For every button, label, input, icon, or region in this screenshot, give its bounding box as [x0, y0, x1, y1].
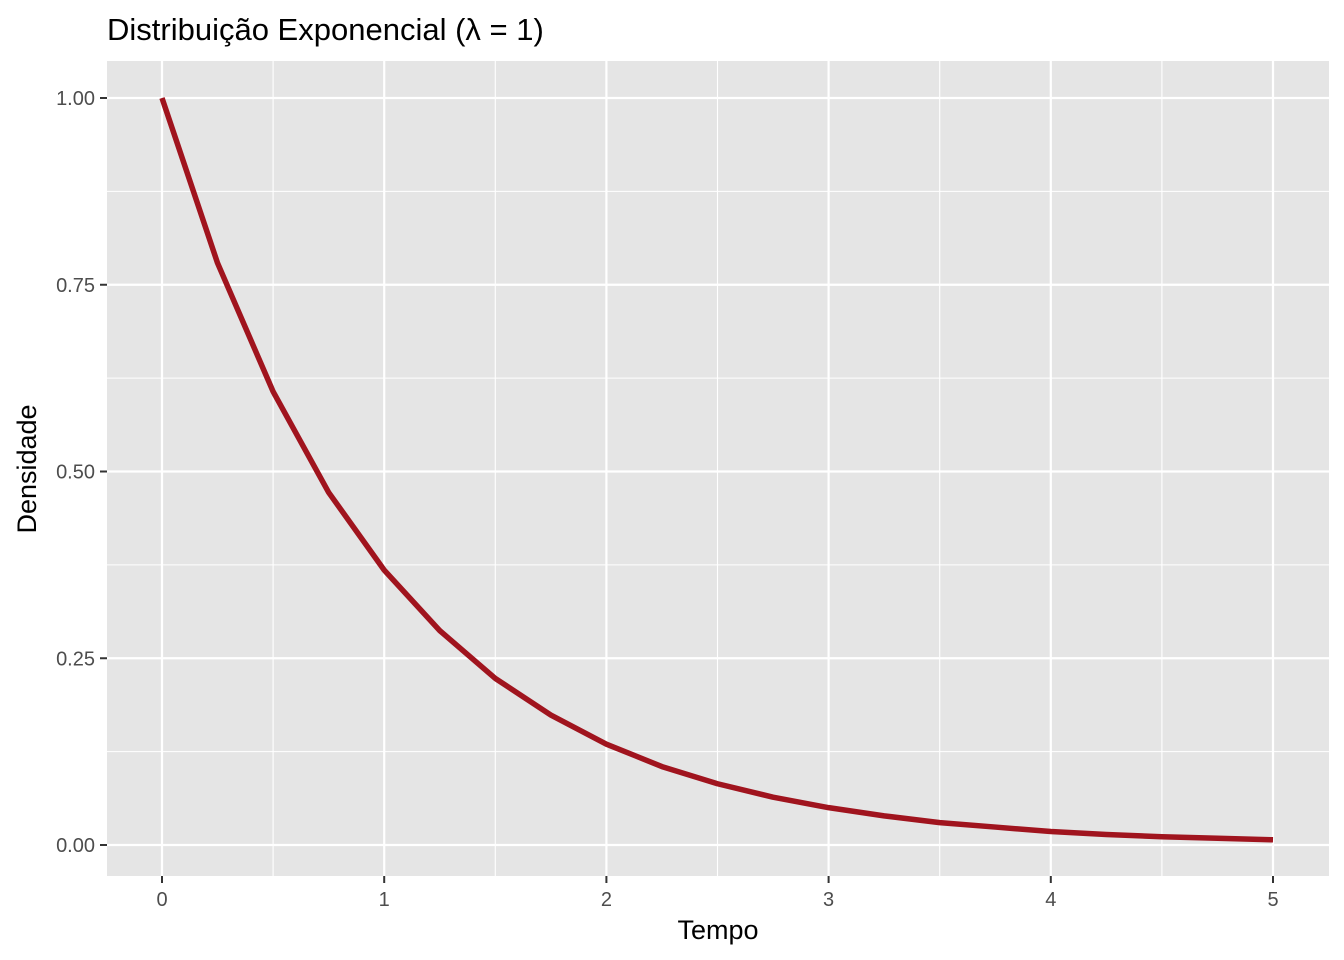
x-tick-label: 5 [1267, 889, 1278, 911]
x-tick-label: 0 [156, 889, 167, 911]
x-tick-label: 3 [823, 889, 834, 911]
y-axis: 0.00 0.25 0.50 0.75 1.00 [56, 88, 107, 857]
y-axis-title: Densidade [12, 404, 42, 533]
x-tick-label: 2 [601, 889, 612, 911]
y-tick-label: 0.00 [56, 835, 95, 857]
density-curve [159, 97, 1274, 843]
minor-grid [107, 61, 1329, 876]
chart-title: Distribuição Exponencial (λ = 1) [107, 12, 544, 47]
major-grid [107, 61, 1329, 876]
y-tick-label: 0.75 [56, 275, 95, 297]
y-tick-label: 0.50 [56, 462, 95, 484]
x-axis-title: Tempo [677, 915, 758, 945]
x-axis: 0 1 2 3 4 5 [156, 876, 1279, 911]
y-tick-label: 1.00 [56, 88, 95, 110]
x-tick-label: 1 [379, 889, 390, 911]
x-tick-label: 4 [1045, 889, 1056, 911]
y-tick-label: 0.25 [56, 648, 95, 670]
